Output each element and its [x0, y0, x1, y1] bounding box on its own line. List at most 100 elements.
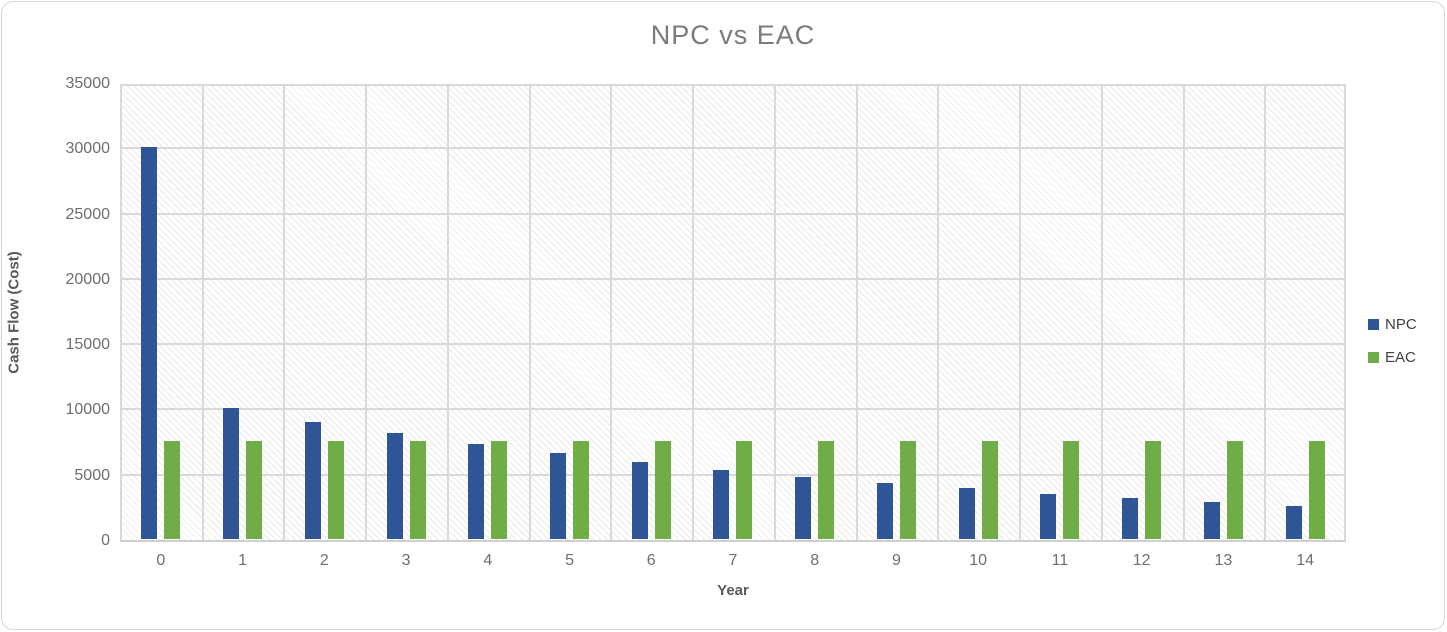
vertical-gridline	[1264, 84, 1266, 541]
y-tick-label: 20000	[65, 271, 111, 288]
category-cell-year-10	[937, 84, 1019, 539]
vertical-gridline	[283, 84, 285, 541]
legend: NPC EAC	[1368, 316, 1417, 366]
vertical-gridline	[610, 84, 612, 541]
y-tick-label: 0	[101, 532, 110, 549]
bar-eac-year-1	[246, 441, 263, 539]
legend-label-eac: EAC	[1385, 349, 1416, 366]
category-cell-year-3	[365, 84, 447, 539]
vertical-gridline	[120, 84, 122, 541]
legend-item-eac: EAC	[1368, 349, 1417, 366]
y-tick-label: 10000	[65, 401, 111, 418]
vertical-gridline	[856, 84, 858, 541]
bar-eac-year-8	[818, 441, 835, 539]
category-cell-year-11	[1019, 84, 1101, 539]
horizontal-gridline	[120, 474, 1346, 476]
y-tick-label: 35000	[65, 75, 111, 92]
category-cell-year-0	[120, 84, 202, 539]
vertical-gridline	[1183, 84, 1185, 541]
vertical-gridline	[692, 84, 694, 541]
category-cell-year-13	[1183, 84, 1265, 539]
bar-eac-year-7	[736, 441, 753, 539]
horizontal-gridline	[120, 278, 1346, 280]
category-cell-year-1	[202, 84, 284, 539]
x-tick-label: 3	[401, 552, 411, 569]
bar-npc-year-5	[550, 453, 567, 539]
bar-eac-year-14	[1308, 441, 1325, 539]
bar-npc-year-12	[1122, 498, 1139, 539]
bar-npc-year-3	[386, 433, 403, 539]
category-cell-year-4	[447, 84, 529, 539]
bar-eac-year-9	[899, 441, 916, 539]
legend-item-npc: NPC	[1368, 316, 1417, 333]
x-tick-label: 8	[810, 552, 820, 569]
y-axis-title: Cash Flow (Cost)	[5, 251, 23, 374]
x-tick-label: 13	[1214, 552, 1233, 569]
x-tick-label: 7	[728, 552, 738, 569]
vertical-gridline	[529, 84, 531, 541]
category-cell-year-7	[692, 84, 774, 539]
category-cell-year-14	[1264, 84, 1346, 539]
bar-eac-year-13	[1226, 441, 1243, 539]
x-tick-label: 9	[892, 552, 901, 569]
vertical-gridline	[447, 84, 449, 541]
x-tick-label: 2	[319, 552, 329, 569]
x-axis-title: Year	[717, 582, 749, 599]
bar-npc-year-14	[1285, 505, 1302, 539]
vertical-gridline	[202, 84, 204, 541]
vertical-gridline	[774, 84, 776, 541]
x-tick-label: 4	[483, 552, 493, 569]
horizontal-gridline	[120, 213, 1346, 215]
x-tick-label: 6	[646, 552, 656, 569]
eac-legend-swatch	[1368, 352, 1379, 363]
chart-title: NPC vs EAC	[650, 20, 816, 50]
npc-legend-swatch	[1368, 319, 1379, 330]
bar-npc-year-10	[958, 488, 975, 539]
vertical-gridline	[937, 84, 939, 541]
legend-label-npc: NPC	[1385, 316, 1417, 333]
x-tick-label: 14	[1296, 552, 1315, 569]
bar-eac-year-12	[1145, 441, 1162, 539]
bar-npc-year-8	[795, 476, 812, 539]
bar-eac-year-0	[164, 441, 181, 539]
bar-eac-year-3	[409, 441, 426, 539]
category-cell-year-8	[774, 84, 856, 539]
bar-npc-year-2	[304, 421, 321, 539]
bar-npc-year-11	[1040, 493, 1057, 539]
y-tick-label: 30000	[65, 140, 111, 157]
x-tick-label: 12	[1132, 552, 1151, 569]
horizontal-gridline	[120, 343, 1346, 345]
category-cell-year-9	[856, 84, 938, 539]
bar-eac-year-4	[491, 441, 508, 539]
bar-npc-year-6	[631, 461, 648, 539]
vertical-gridline	[365, 84, 367, 541]
bar-npc-year-13	[1203, 502, 1220, 539]
x-tick-label: 0	[156, 552, 166, 569]
bar-eac-year-11	[1063, 441, 1080, 539]
y-tick-label: 15000	[65, 336, 111, 353]
bar-eac-year-5	[573, 441, 590, 539]
plot-area	[120, 84, 1346, 542]
x-tick-label: 5	[565, 552, 574, 569]
x-tick-label: 10	[969, 552, 988, 569]
category-cell-year-5	[529, 84, 611, 539]
horizontal-gridline	[120, 408, 1346, 410]
bar-npc-year-9	[876, 482, 893, 539]
horizontal-gridline	[120, 84, 1346, 86]
vertical-gridline	[1019, 84, 1021, 541]
bar-npc-year-0	[141, 147, 158, 539]
bar-npc-year-1	[223, 408, 240, 539]
x-tick-label: 11	[1051, 552, 1069, 569]
vertical-gridline	[1344, 84, 1346, 541]
horizontal-gridline	[120, 147, 1346, 149]
y-tick-label: 25000	[65, 206, 111, 223]
bar-npc-year-4	[468, 443, 485, 539]
bar-eac-year-2	[327, 441, 344, 539]
y-tick-label: 5000	[74, 467, 110, 484]
x-tick-label: 1	[238, 552, 248, 569]
x-axis-line	[120, 540, 1346, 542]
bar-eac-year-6	[654, 441, 671, 539]
bar-npc-year-7	[713, 469, 730, 539]
category-cell-year-2	[283, 84, 365, 539]
